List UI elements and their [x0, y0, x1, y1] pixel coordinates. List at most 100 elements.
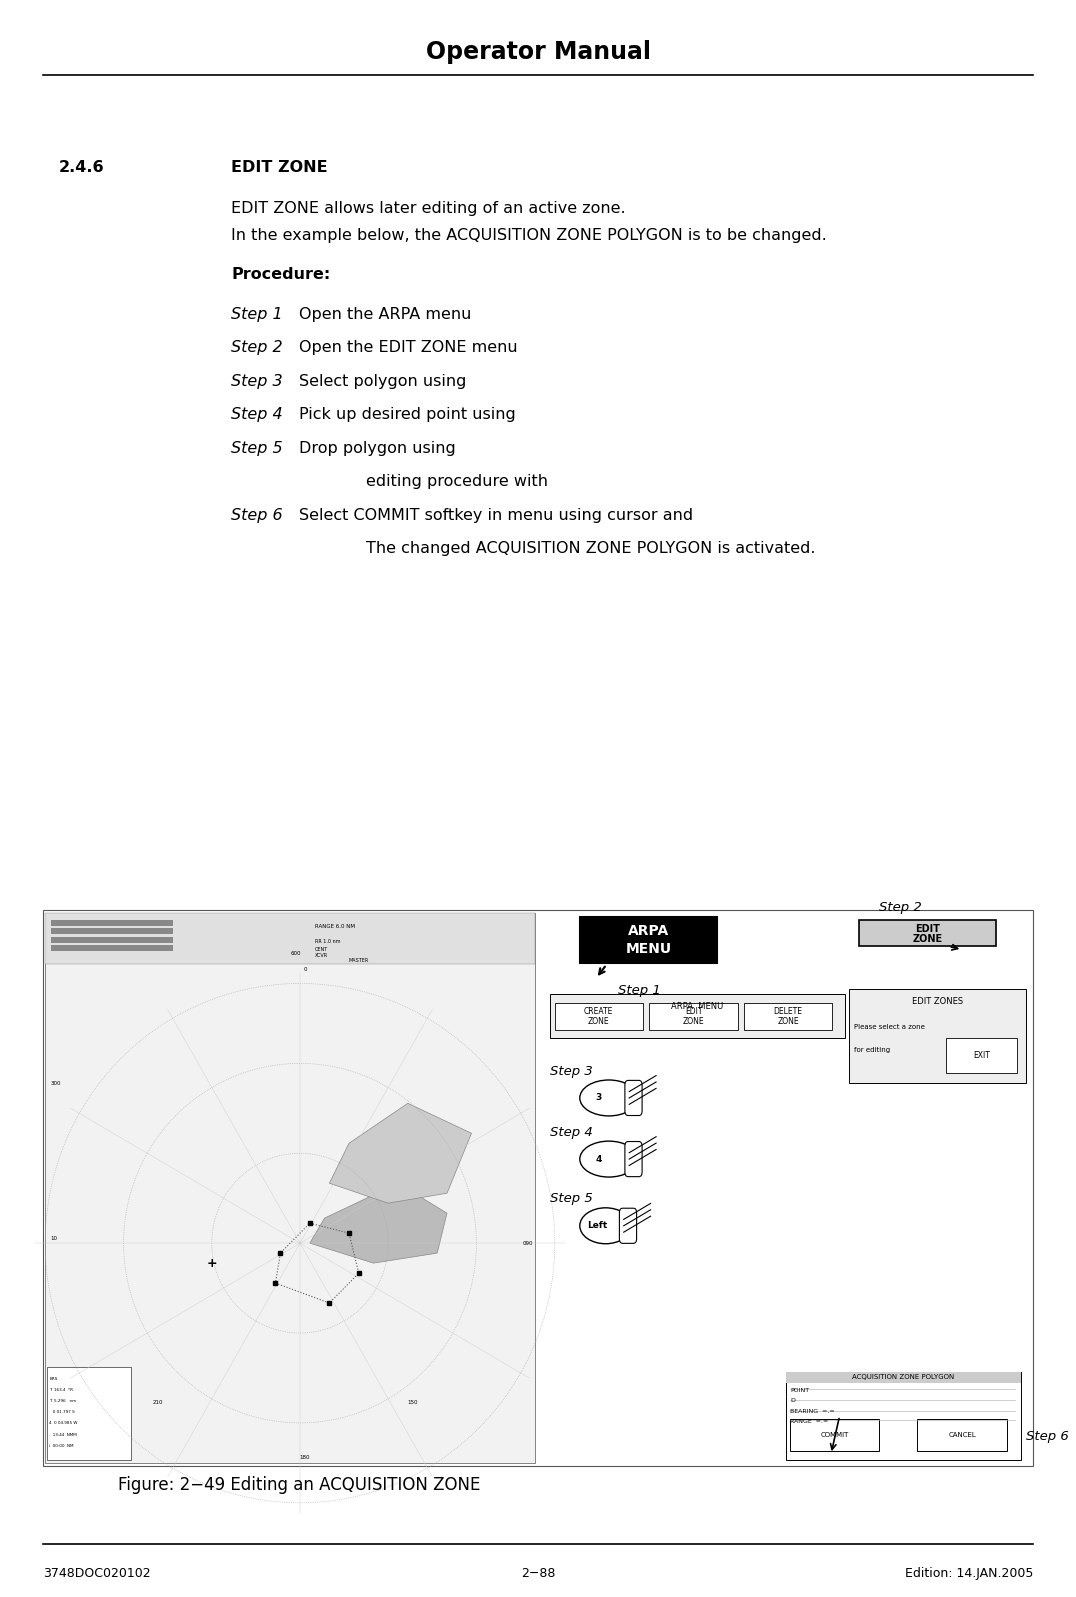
Text: Step 3: Step 3 — [551, 1065, 593, 1078]
Bar — [745, 1003, 833, 1030]
Text: EXIT: EXIT — [974, 1051, 990, 1060]
Text: Step 2: Step 2 — [879, 901, 922, 913]
Text: 4  0 04.985 W: 4 0 04.985 W — [49, 1421, 77, 1426]
Text: D: D — [790, 1399, 795, 1404]
Text: EDIT: EDIT — [916, 925, 940, 934]
Text: Step 6: Step 6 — [1027, 1429, 1070, 1444]
FancyBboxPatch shape — [620, 1209, 637, 1244]
Text: MENU: MENU — [625, 942, 671, 957]
Text: POINT: POINT — [790, 1388, 809, 1393]
Text: XCVR: XCVR — [314, 953, 328, 958]
Text: ACQUISITION ZONE POLYGON: ACQUISITION ZONE POLYGON — [852, 1375, 954, 1380]
Text: RANGE 6.0 NM: RANGE 6.0 NM — [314, 925, 355, 929]
Text: EDIT ZONE: EDIT ZONE — [231, 160, 328, 174]
Text: Pick up desired point using: Pick up desired point using — [299, 407, 521, 422]
Text: Open the ARPA menu: Open the ARPA menu — [299, 307, 471, 321]
Polygon shape — [310, 1183, 447, 1263]
Bar — [947, 1038, 1017, 1073]
Text: BEARING  =.=: BEARING =.= — [790, 1409, 835, 1413]
Polygon shape — [329, 1104, 471, 1203]
Text: Step 3: Step 3 — [231, 374, 283, 388]
Ellipse shape — [580, 1080, 638, 1116]
Text: +: + — [207, 1257, 217, 1270]
Bar — [918, 1420, 1007, 1452]
Text: 2−88: 2−88 — [521, 1567, 555, 1579]
Bar — [650, 1003, 738, 1030]
Text: ARPA  MENU: ARPA MENU — [671, 1001, 723, 1011]
Text: Edition: 14.JAN.2005: Edition: 14.JAN.2005 — [905, 1567, 1033, 1579]
Text: CANCEL: CANCEL — [948, 1433, 976, 1437]
Text: ARPA: ARPA — [627, 925, 669, 937]
Text: Step 5: Step 5 — [551, 1193, 593, 1206]
Ellipse shape — [580, 1142, 638, 1177]
Text: RANGE  =.=: RANGE =.= — [790, 1418, 829, 1423]
Text: Procedure:: Procedure: — [231, 267, 330, 281]
Text: 10: 10 — [51, 1236, 58, 1241]
Text: MASTER: MASTER — [349, 958, 369, 963]
Text: 2.4.6: 2.4.6 — [59, 160, 104, 174]
Ellipse shape — [580, 1207, 632, 1244]
Text: CENT: CENT — [314, 947, 328, 952]
Text: 0: 0 — [303, 966, 307, 971]
Bar — [551, 993, 845, 1038]
Text: DELETE
ZONE: DELETE ZONE — [774, 1008, 803, 1027]
Text: Drop polygon using: Drop polygon using — [299, 441, 461, 455]
Text: 300: 300 — [51, 1081, 61, 1086]
FancyBboxPatch shape — [625, 1081, 642, 1116]
Text: Please select a zone: Please select a zone — [853, 1024, 924, 1030]
Text: EDIT
ZONE: EDIT ZONE — [682, 1008, 705, 1027]
Text: 3: 3 — [596, 1094, 603, 1102]
Text: EDIT ZONES: EDIT ZONES — [912, 997, 963, 1006]
Bar — [790, 1420, 879, 1452]
Text: CREATE
ZONE: CREATE ZONE — [584, 1008, 613, 1027]
FancyBboxPatch shape — [625, 1142, 642, 1177]
Bar — [785, 1372, 1021, 1383]
Text: Operator Manual: Operator Manual — [425, 40, 651, 64]
Text: T  5.296   nm: T 5.296 nm — [49, 1399, 76, 1404]
Text: ZONE: ZONE — [912, 934, 943, 944]
Text: 600: 600 — [291, 952, 300, 957]
Text: Select COMMIT softkey in menu using cursor and: Select COMMIT softkey in menu using curs… — [299, 508, 698, 522]
Bar — [45, 913, 535, 963]
Bar — [47, 1367, 131, 1460]
Text: for editing: for editing — [853, 1046, 890, 1052]
Bar — [555, 1003, 643, 1030]
Text: T  163.4  *R: T 163.4 *R — [49, 1388, 73, 1393]
Bar — [51, 936, 173, 942]
Text: Figure: 2−49 Editing an ACQUISITION ZONE: Figure: 2−49 Editing an ACQUISITION ZONE — [118, 1476, 486, 1495]
Text: 0 01.797 S: 0 01.797 S — [49, 1410, 75, 1415]
Text: COMMIT: COMMIT — [821, 1433, 849, 1437]
Text: Step 2: Step 2 — [231, 340, 283, 355]
Text: The changed ACQUISITION ZONE POLYGON is activated.: The changed ACQUISITION ZONE POLYGON is … — [366, 541, 816, 556]
Text: Step 5: Step 5 — [231, 441, 283, 455]
Bar — [580, 917, 717, 963]
Text: 210: 210 — [153, 1401, 164, 1405]
Bar — [51, 945, 173, 952]
Bar — [849, 989, 1025, 1083]
Text: In the example below, the ACQUISITION ZONE POLYGON is to be changed.: In the example below, the ACQUISITION ZO… — [231, 228, 827, 243]
Bar — [45, 913, 535, 1463]
Text: 4: 4 — [596, 1155, 603, 1164]
Bar — [785, 1372, 1021, 1461]
Bar — [51, 920, 173, 926]
Text: Left: Left — [586, 1222, 607, 1230]
Text: Step 4: Step 4 — [551, 1126, 593, 1139]
Text: i  00:00  NM: i 00:00 NM — [49, 1444, 74, 1448]
Bar — [51, 928, 173, 934]
Text: Step 6: Step 6 — [231, 508, 283, 522]
Text: Step 1: Step 1 — [619, 984, 661, 997]
Bar — [860, 920, 996, 947]
Text: EDIT ZONE allows later editing of an active zone.: EDIT ZONE allows later editing of an act… — [231, 201, 626, 216]
Bar — [43, 910, 1033, 1466]
Text: RR 1.0 nm: RR 1.0 nm — [314, 939, 340, 944]
Text: 090: 090 — [523, 1241, 533, 1246]
Text: .  13:44  NMM: . 13:44 NMM — [49, 1433, 77, 1437]
Text: Step 4: Step 4 — [231, 407, 283, 422]
Text: 3748DOC020102: 3748DOC020102 — [43, 1567, 151, 1579]
Text: BRS: BRS — [49, 1377, 58, 1381]
Text: 150: 150 — [408, 1401, 419, 1405]
Text: Select polygon using: Select polygon using — [299, 374, 471, 388]
Text: Open the EDIT ZONE menu: Open the EDIT ZONE menu — [299, 340, 518, 355]
Text: 180: 180 — [299, 1455, 310, 1460]
Text: Step 1: Step 1 — [231, 307, 283, 321]
